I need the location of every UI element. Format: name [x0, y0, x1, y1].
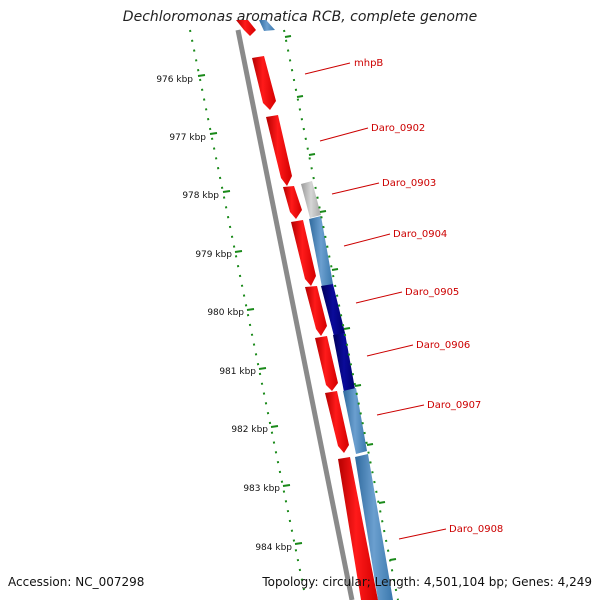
gene-label: Daro_0902 [371, 123, 425, 134]
gene-arrow [236, 20, 256, 36]
accession-text: Accession: NC_007298 [8, 575, 145, 589]
gene-arrow [338, 457, 378, 600]
gene-arrow [333, 333, 355, 392]
gene-arrow [291, 220, 316, 286]
genome-summary-text: Topology: circular; Length: 4,501,104 bp… [262, 575, 592, 589]
map-title: Dechloromonas aromatica RCB, complete ge… [122, 9, 478, 25]
gene-labels: mhpB Daro_0902 Daro_0903 Daro_0904 Daro_… [354, 58, 503, 535]
gene-arrow [266, 115, 292, 186]
gene-arrow [355, 454, 393, 600]
scale-tick-label: 984 kbp [255, 543, 292, 553]
gene-label: Daro_0908 [449, 524, 503, 535]
gene-arrow [343, 388, 367, 454]
gene-arrow [301, 181, 321, 218]
outer-dotted-guide [283, 29, 399, 600]
scale-tick-label: 977 kbp [169, 133, 206, 143]
gene-arrow [252, 56, 276, 110]
scale-tick-label: 980 kbp [207, 308, 244, 318]
scale-tick-marks [197, 74, 303, 545]
gene-arrow [315, 336, 338, 391]
gene-label-leaders [304, 62, 447, 540]
gene-label: Daro_0903 [382, 178, 436, 189]
scale-tick-label: 979 kbp [195, 250, 232, 260]
gene-label: Daro_0907 [427, 400, 481, 411]
scale-tick-label: 983 kbp [243, 484, 280, 494]
gene-arrow [259, 20, 275, 31]
scale-tick-label: 976 kbp [156, 75, 193, 85]
gene-arrow [283, 186, 302, 219]
outer-tick-marks [284, 35, 397, 561]
gene-arrow [325, 391, 349, 453]
scale-tick-label: 982 kbp [231, 425, 268, 435]
gene-arrow [321, 284, 345, 336]
scale-tick-labels: 976 kbp 977 kbp 978 kbp 979 kbp 980 kbp … [156, 75, 292, 553]
scale-tick-label: 981 kbp [219, 367, 256, 377]
gene-arrow [309, 216, 333, 287]
gene-label: Daro_0906 [416, 340, 470, 351]
backbone-line [235, 29, 355, 600]
gene-label: mhpB [354, 58, 383, 69]
gene-arrow [305, 286, 327, 336]
gene-label: Daro_0905 [405, 287, 459, 298]
forward-strand-genes [236, 20, 378, 600]
reverse-strand-genes [259, 20, 393, 600]
gene-label: Daro_0904 [393, 229, 447, 240]
scale-tick-label: 978 kbp [182, 191, 219, 201]
